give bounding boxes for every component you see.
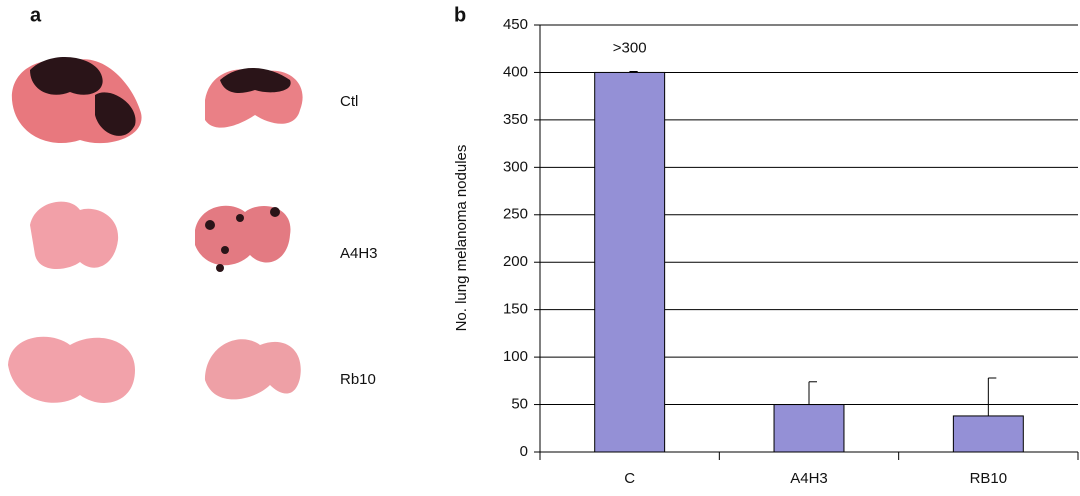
x-tick-label: A4H3 xyxy=(790,470,828,487)
y-tick-label: 300 xyxy=(503,158,528,175)
panel-label: a xyxy=(30,4,42,26)
y-tick-label: 200 xyxy=(503,253,528,270)
lung xyxy=(205,339,301,400)
y-tick-label: 450 xyxy=(503,16,528,33)
bar xyxy=(773,404,845,453)
y-tick-label: 50 xyxy=(511,396,528,413)
nodules xyxy=(220,67,291,93)
y-tick-label: 150 xyxy=(503,301,528,318)
lung xyxy=(30,201,119,270)
lung-photos xyxy=(8,57,303,403)
bar xyxy=(952,415,1024,453)
annotation: >300 xyxy=(613,39,647,56)
y-tick-label: 100 xyxy=(503,348,528,365)
panel-label: b xyxy=(454,4,466,26)
bar xyxy=(594,71,666,453)
y-tick-label: 0 xyxy=(520,443,528,460)
x-tick-label: C xyxy=(624,470,635,487)
y-tick-label: 250 xyxy=(503,206,528,223)
nodules xyxy=(30,57,136,136)
y-axis-title: No. lung melanoma nodules xyxy=(453,145,470,332)
row-label: Ctl xyxy=(340,93,358,110)
row-label: A4H3 xyxy=(340,245,378,262)
y-tick-label: 400 xyxy=(503,63,528,80)
x-tick-label: RB10 xyxy=(970,470,1008,487)
lung xyxy=(195,205,291,266)
row-label: Rb10 xyxy=(340,371,376,388)
y-tick-label: 350 xyxy=(503,111,528,128)
lung xyxy=(8,336,135,403)
